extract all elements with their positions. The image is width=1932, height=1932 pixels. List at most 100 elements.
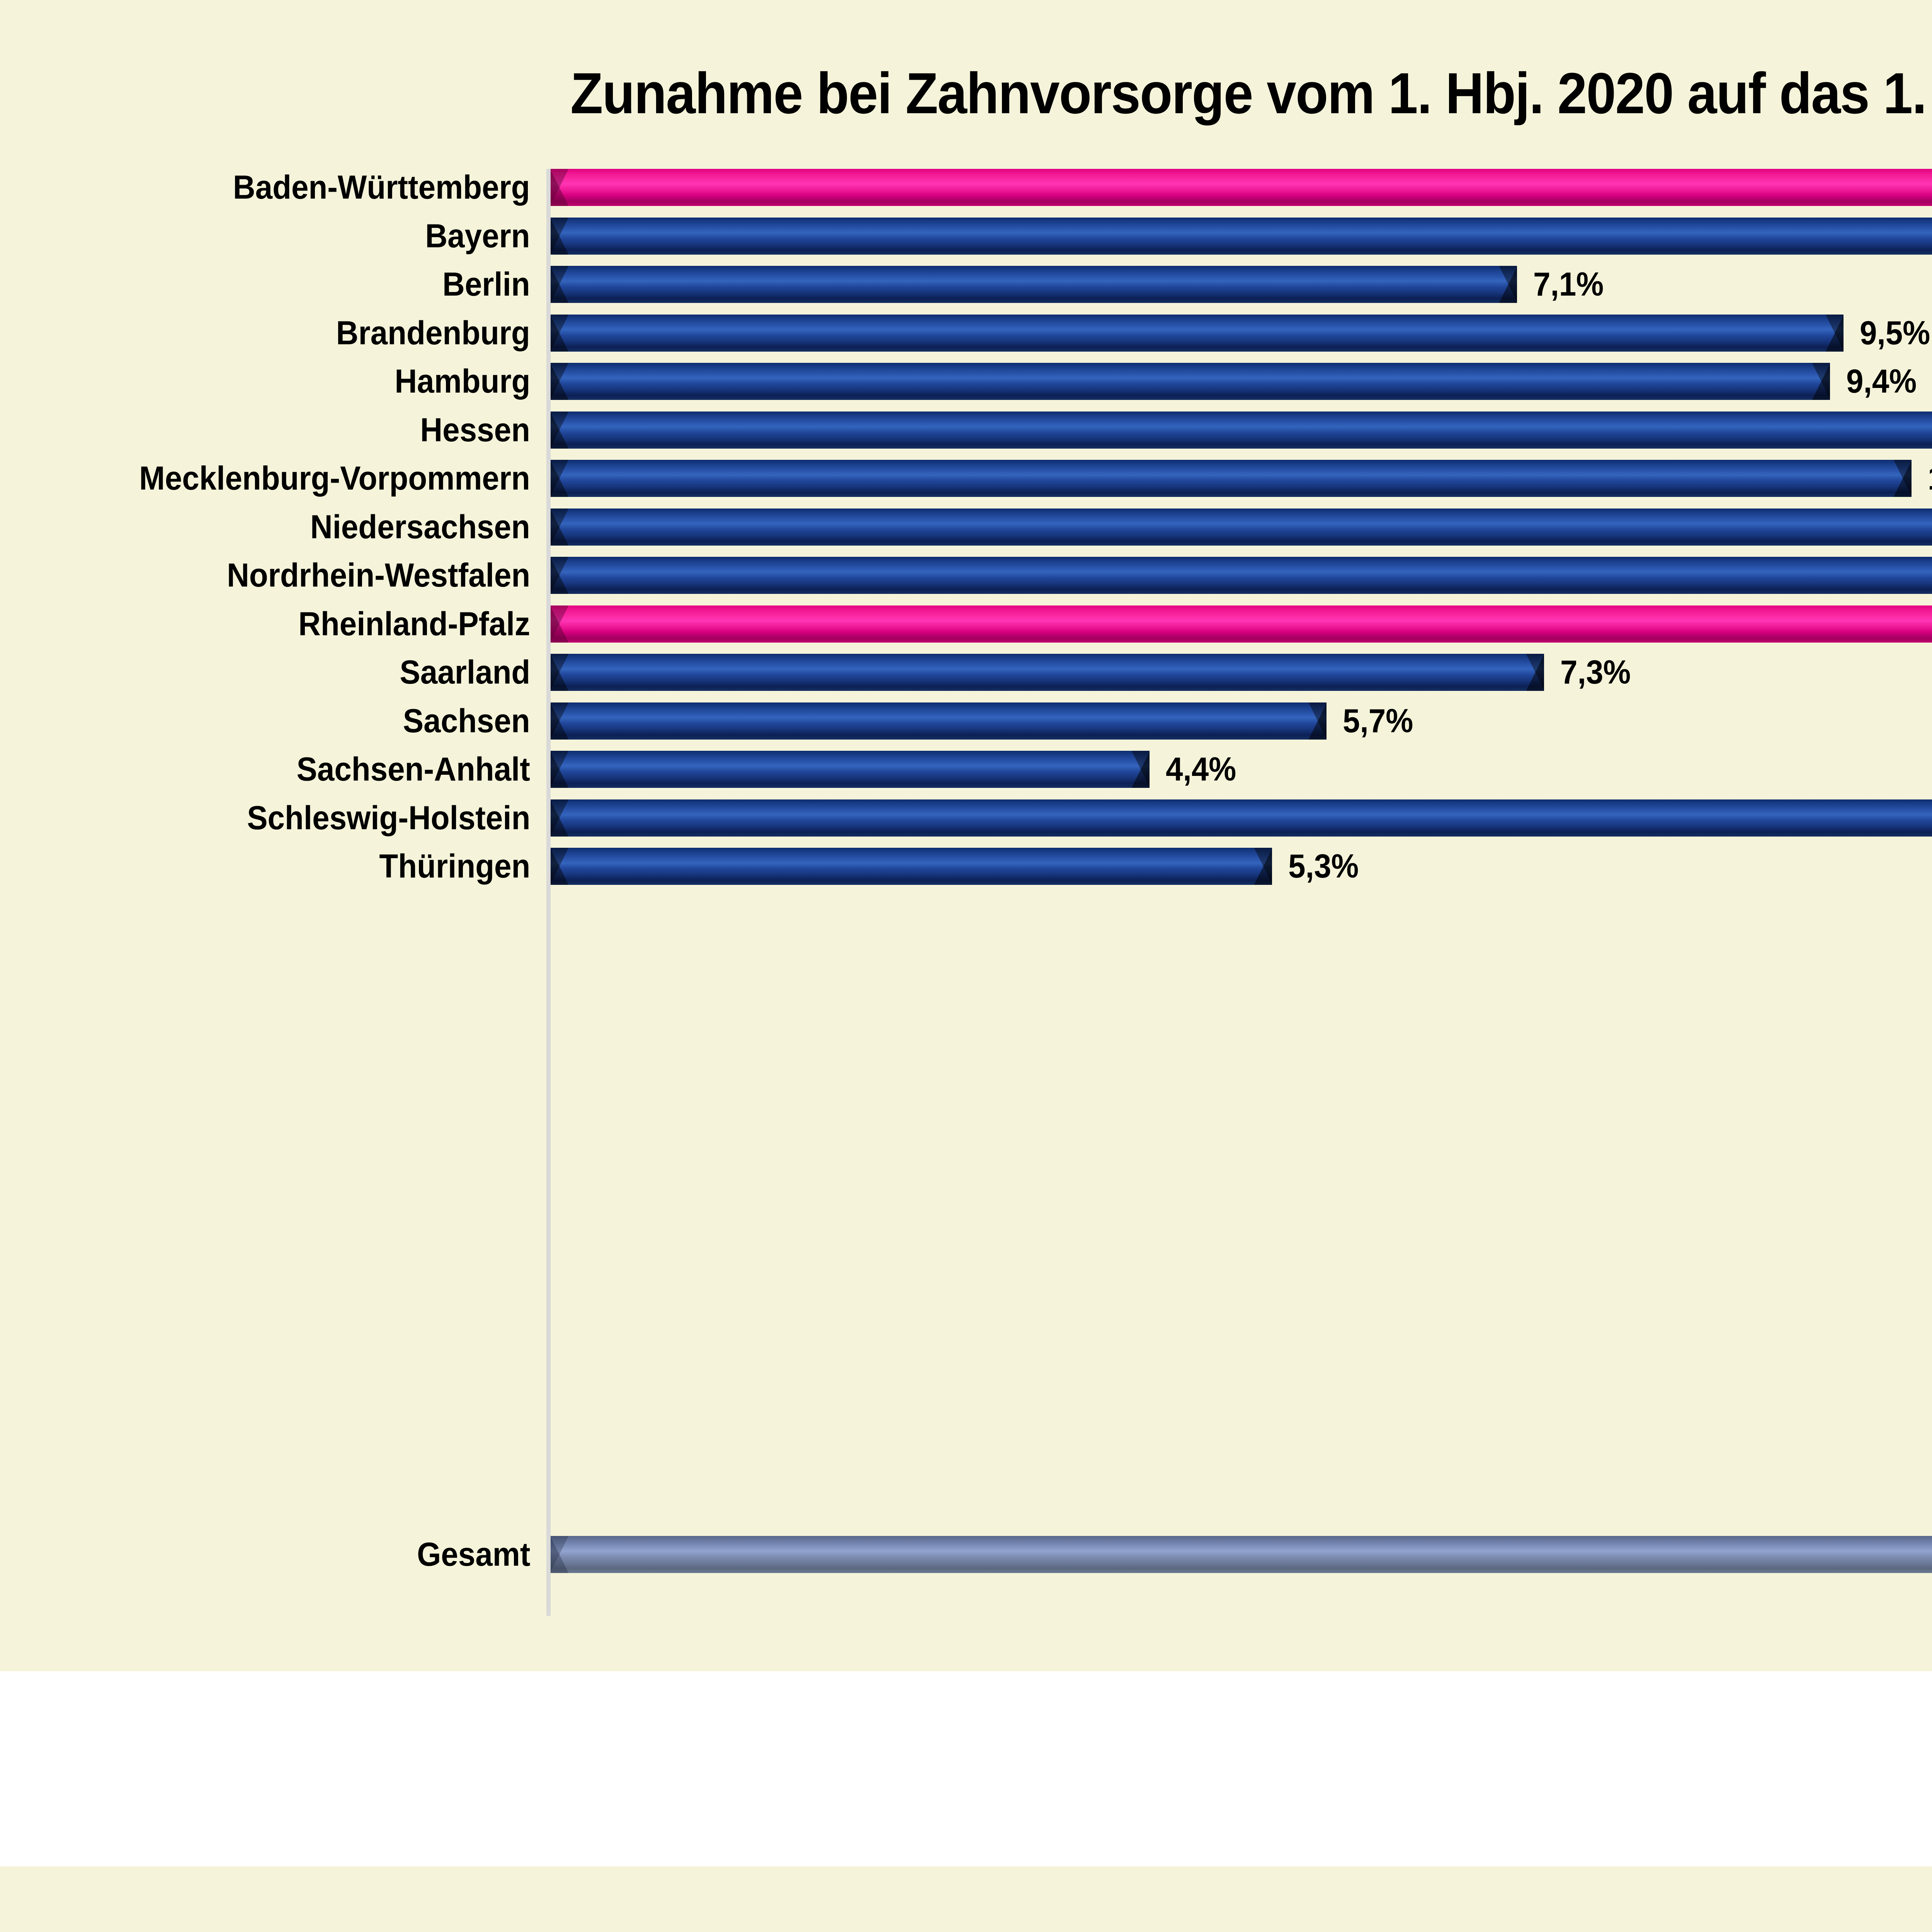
bar-bevel-left <box>551 702 569 740</box>
bar-bevel-left <box>551 557 569 594</box>
bar-bevel-right <box>1811 363 1830 400</box>
bar-bevel-right <box>1893 460 1912 497</box>
bar-fill <box>551 217 1932 255</box>
bar-bevel-left <box>551 460 569 497</box>
chart-row: Nordrhein-Westfalen11,3% <box>0 557 1932 594</box>
bar-bevel-left <box>551 799 569 837</box>
bar <box>551 460 1912 497</box>
category-label: Niedersachsen <box>310 508 530 546</box>
chart-row: Sachsen 5,7% <box>0 702 1932 740</box>
bar-container <box>551 266 1517 303</box>
bar <box>551 411 1932 449</box>
bar <box>551 1536 1932 1573</box>
category-label: Rheinland-Pfalz <box>298 605 530 643</box>
bar-container <box>551 217 1932 255</box>
chart-row: Sachsen-Anhalt 4,4% <box>0 751 1932 788</box>
bar-container <box>551 169 1932 206</box>
bar-bevel-right <box>1253 848 1272 885</box>
page-title: Zunahme bei Zahnvorsorge vom 1. Hbj. 202… <box>570 61 1932 126</box>
chart-row: Brandenburg 9,5% <box>0 314 1932 352</box>
bar-container <box>551 605 1932 643</box>
bar-bevel-left <box>551 751 569 788</box>
chart-row: Thüringen 5,3% <box>0 848 1932 885</box>
chart-row: Berlin 7,1% <box>0 266 1932 303</box>
bar-bevel-right <box>1498 266 1517 303</box>
chart-row: Hessen10,4% <box>0 411 1932 449</box>
category-label: Brandenburg <box>336 314 530 352</box>
bar <box>551 654 1544 691</box>
value-axis-line <box>546 169 551 1616</box>
bar-bevel-left <box>551 169 569 206</box>
bar-bevel-right <box>1825 314 1844 352</box>
bar-container <box>551 751 1150 788</box>
bar-bevel-left <box>551 411 569 449</box>
bar-value-label: 7,3% <box>1560 654 1631 691</box>
category-label: Schleswig-Holstein <box>247 799 530 837</box>
bar <box>551 751 1150 788</box>
bar-fill <box>551 411 1932 449</box>
bar-fill <box>551 557 1932 594</box>
bar-container <box>551 508 1932 546</box>
bar-value-label: 7,1% <box>1533 266 1604 303</box>
chart-row: Niedersachsen11,6% <box>0 508 1932 546</box>
bar-fill <box>551 1536 1932 1573</box>
category-label: Hamburg <box>394 363 530 400</box>
bar <box>551 314 1844 352</box>
bar-fill <box>551 169 1932 206</box>
bar-container <box>551 702 1327 740</box>
category-label: Mecklenburg-Vorpommern <box>139 460 530 497</box>
bar-container <box>551 848 1272 885</box>
bar-container <box>551 363 1830 400</box>
bar-bevel-left <box>551 1536 569 1573</box>
bar <box>551 605 1932 643</box>
category-label: Saarland <box>400 654 530 691</box>
footer-white-band <box>0 1671 1932 1866</box>
bar-bevel-left <box>551 266 569 303</box>
bar <box>551 702 1327 740</box>
category-label: Sachsen-Anhalt <box>296 751 530 788</box>
bar-bevel-left <box>551 654 569 691</box>
bar-fill <box>551 799 1932 837</box>
category-label: Thüringen <box>379 848 530 885</box>
bar-container <box>551 411 1932 449</box>
category-label: Gesamt <box>417 1536 530 1573</box>
bar-bevel-right <box>1526 654 1544 691</box>
bar-bevel-right <box>1131 751 1150 788</box>
bar-value-label: 9,5% <box>1860 314 1930 352</box>
bar-value-label: 9,4% <box>1846 363 1917 400</box>
bar-container <box>551 460 1912 497</box>
bar <box>551 217 1932 255</box>
bar-bevel-left <box>551 363 569 400</box>
chart-row: Baden-Württemberg14,0% <box>0 169 1932 206</box>
bar-fill <box>551 654 1544 691</box>
chart-row: Schleswig-Holstein10,8% <box>0 799 1932 837</box>
bar-bevel-left <box>551 508 569 546</box>
bar <box>551 169 1932 206</box>
bar-fill <box>551 508 1932 546</box>
bar-fill <box>551 605 1932 643</box>
chart-row: Bayern12,7% <box>0 217 1932 255</box>
bar <box>551 799 1932 837</box>
category-label: Baden-Württemberg <box>233 169 530 206</box>
bar-bevel-left <box>551 605 569 643</box>
bar-fill <box>551 848 1272 885</box>
chart-row: Rheinland-Pfalz14,0% <box>0 605 1932 643</box>
bar-bevel-right <box>1308 702 1327 740</box>
bar <box>551 848 1272 885</box>
bar <box>551 363 1830 400</box>
category-label: Sachsen <box>403 702 530 740</box>
bar-bevel-left <box>551 848 569 885</box>
bar-container <box>551 654 1544 691</box>
bar-value-label: 5,7% <box>1343 702 1413 740</box>
bar-fill <box>551 266 1517 303</box>
bar <box>551 266 1517 303</box>
chart-row: Gesamt10,4% <box>0 1536 1932 1573</box>
chart-row: Hamburg 9,4% <box>0 363 1932 400</box>
bar-chart-plot-area: Baden-Württemberg14,0% Bayern12,7% Berlin 7… <box>0 169 1932 1616</box>
bar-value-label: 4,4% <box>1166 751 1236 788</box>
bar-value-label: 5,3% <box>1288 848 1359 885</box>
chart-row: Mecklenburg-Vorpommern 10,0% <box>0 460 1932 497</box>
bar-bevel-left <box>551 314 569 352</box>
bar-container <box>551 1536 1932 1573</box>
category-label: Hessen <box>420 411 530 449</box>
